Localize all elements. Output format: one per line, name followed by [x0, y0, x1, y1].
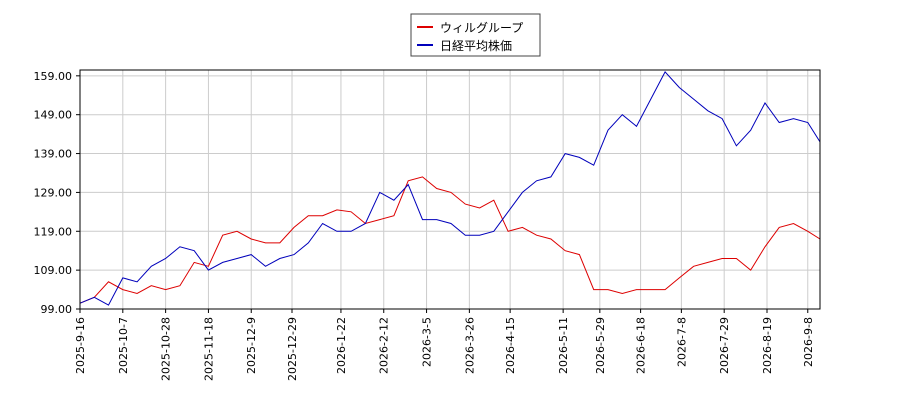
- data-line: [79, 71, 821, 306]
- legend-box: [410, 13, 541, 57]
- x-tick-label: 2026-9-8: [802, 317, 815, 367]
- y-tick-label: 149.00: [34, 109, 73, 122]
- legend-label: 日経平均株価: [440, 38, 512, 53]
- plot-frame: [79, 69, 821, 310]
- y-tick-label: 139.00: [34, 148, 73, 161]
- x-tick-label: 2026-7-8: [675, 317, 688, 367]
- x-tick-label: 2026-8-19: [761, 317, 774, 374]
- y-tick-label: 129.00: [34, 186, 73, 199]
- y-tick-label: 99.00: [41, 303, 73, 316]
- x-tick-label: 2025-9-16: [74, 317, 87, 374]
- x-tick-label: 2026-5-29: [594, 317, 607, 374]
- x-tick-label: 2025-11-18: [202, 317, 215, 381]
- x-tick-label: 2026-3-5: [421, 317, 434, 367]
- x-tick-label: 2026-3-26: [463, 317, 476, 374]
- x-tick-label: 2026-5-11: [557, 317, 570, 374]
- legend-label: ウィルグループ: [440, 21, 523, 35]
- x-tick-label: 2025-10-7: [117, 317, 130, 374]
- x-tick-label: 2025-12-29: [286, 317, 299, 381]
- y-tick-label: 119.00: [34, 225, 73, 238]
- x-tick-label: 2026-4-15: [504, 317, 517, 374]
- x-tick-label: 2025-10-28: [160, 317, 173, 381]
- y-tick-label: 109.00: [34, 264, 73, 277]
- x-tick-label: 2025-12-9: [245, 317, 258, 374]
- x-tick-label: 2026-7-29: [718, 317, 731, 374]
- data-line: [79, 176, 821, 304]
- y-tick-label: 159.00: [34, 70, 73, 83]
- x-tick-label: 2026-6-18: [635, 317, 648, 374]
- x-tick-label: 2026-2-12: [378, 317, 391, 374]
- x-tick-label: 2026-1-22: [335, 317, 348, 374]
